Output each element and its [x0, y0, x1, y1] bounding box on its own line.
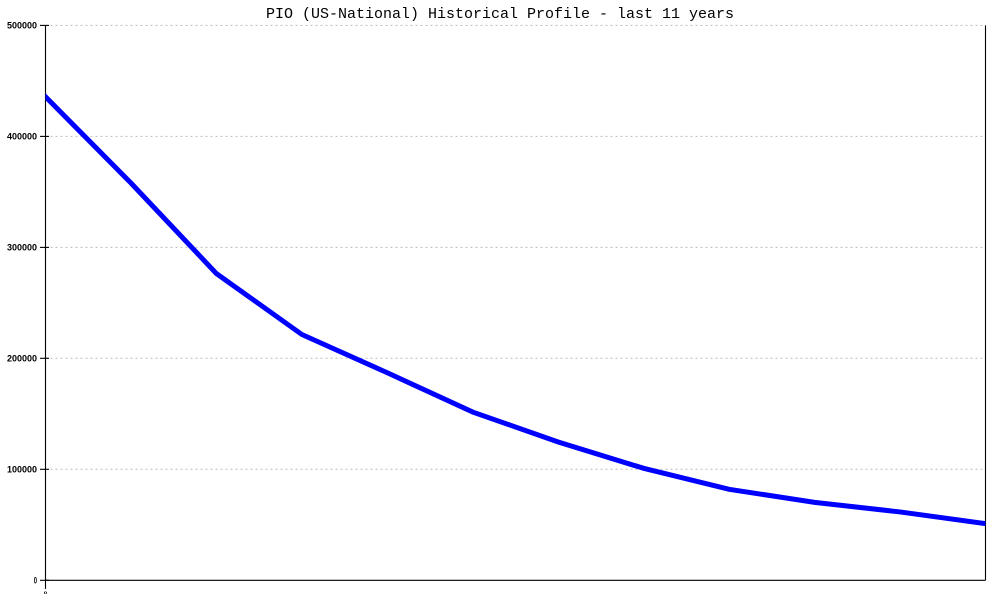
svg-text:100000: 100000 [7, 465, 37, 475]
svg-text:300000: 300000 [7, 243, 37, 253]
svg-text:0: 0 [44, 591, 48, 595]
svg-text:200000: 200000 [7, 354, 37, 364]
svg-text:0: 0 [34, 575, 37, 586]
svg-text:400000: 400000 [7, 132, 37, 142]
